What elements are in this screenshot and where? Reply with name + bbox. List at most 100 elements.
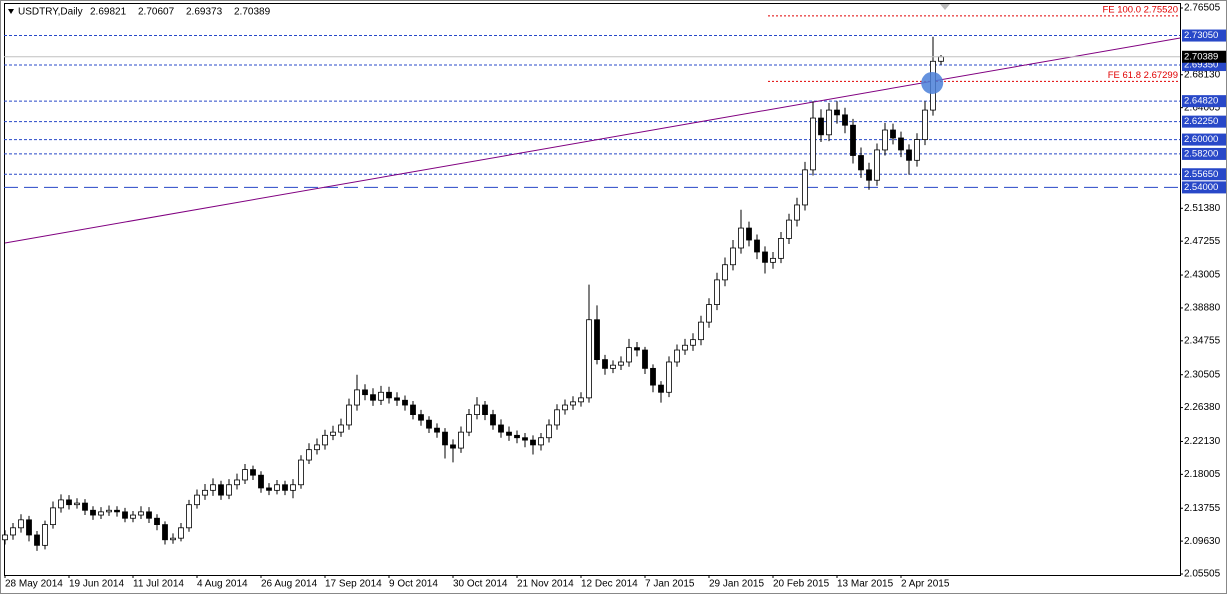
- x-tick-label: 29 Jan 2015: [709, 579, 764, 590]
- x-tick-label: 11 Jul 2014: [133, 579, 184, 590]
- menu-arrow: [8, 9, 14, 14]
- level-label: 2.54000: [1184, 182, 1218, 193]
- level-label-box: [1182, 115, 1226, 128]
- shift-marker: [940, 4, 950, 10]
- y-tick-label: 2.76505: [1184, 3, 1221, 14]
- candle-body: [322, 434, 328, 446]
- candle-body: [594, 319, 600, 360]
- candle-body: [298, 459, 304, 486]
- fib-label: FE 61.8 2.67299: [1108, 70, 1178, 81]
- candle-body: [570, 401, 576, 406]
- x-tick-label: 21 Nov 2014: [517, 579, 574, 590]
- x-tick-label: 13 Mar 2015: [837, 579, 894, 590]
- level-label-box: [1182, 181, 1226, 194]
- candle-body: [650, 367, 656, 386]
- x-tick-label: 19 Jun 2014: [69, 579, 124, 590]
- bid-box: [1182, 50, 1226, 63]
- candle-body: [842, 114, 848, 126]
- candle-body: [386, 391, 392, 399]
- candle-body: [562, 404, 568, 411]
- bid-label: 2.70389: [1184, 51, 1218, 62]
- candle-body: [186, 504, 192, 529]
- candle-body: [506, 431, 512, 436]
- candle-body: [10, 527, 16, 536]
- candle-body: [858, 155, 864, 171]
- header-low: 2.69373: [186, 7, 223, 18]
- candle-body: [90, 509, 96, 516]
- candle-body: [522, 437, 528, 441]
- level-label: 2.62250: [1184, 116, 1218, 127]
- candle-body: [50, 507, 56, 526]
- candle-body: [282, 484, 288, 491]
- y-tick-label: 2.43005: [1184, 270, 1221, 281]
- candle-body: [250, 469, 256, 476]
- candle-body: [706, 304, 712, 323]
- candle-body: [682, 344, 688, 351]
- candle-body: [114, 509, 120, 513]
- candle-body: [106, 509, 112, 513]
- y-tick-label: 2.51380: [1184, 203, 1221, 214]
- candle-body: [466, 414, 472, 433]
- candle-body: [730, 247, 736, 266]
- x-tick-label: 20 Feb 2015: [773, 579, 830, 590]
- candle-body: [826, 109, 832, 136]
- candle-body: [698, 321, 704, 341]
- candle-body: [450, 444, 456, 449]
- candle-body: [514, 434, 520, 439]
- candle-body: [906, 149, 912, 161]
- level-label-box: [1182, 168, 1226, 181]
- candle-body: [890, 129, 896, 139]
- candle-body: [546, 424, 552, 439]
- candle-body: [834, 109, 840, 116]
- candle-body: [938, 56, 944, 62]
- candle-body: [98, 511, 104, 516]
- candle-body: [778, 238, 784, 259]
- candle-body: [58, 499, 64, 509]
- candle-body: [146, 511, 152, 519]
- candle-body: [258, 474, 264, 489]
- candle-body: [410, 404, 416, 416]
- level-label: 2.64820: [1184, 96, 1218, 107]
- candle-body: [850, 124, 856, 156]
- header-close: 2.70389: [234, 7, 271, 18]
- candle-body: [722, 264, 728, 281]
- candle-body: [874, 149, 880, 181]
- level-label-box: [1182, 133, 1226, 146]
- level-label: 2.60000: [1184, 134, 1218, 145]
- candle-body: [610, 364, 616, 369]
- y-tick-label: 2.13755: [1184, 503, 1221, 514]
- candle-body: [866, 169, 872, 181]
- candle-body: [674, 349, 680, 363]
- candle-body: [306, 449, 312, 461]
- candle-body: [578, 397, 584, 403]
- level-label: 2.55650: [1184, 169, 1218, 180]
- candle-body: [226, 484, 232, 496]
- candle-body: [738, 227, 744, 249]
- candle-body: [642, 349, 648, 369]
- header: USDTRY,Daily 2.69821 2.70607 2.69373 2.7…: [18, 7, 271, 18]
- candle-body: [482, 404, 488, 416]
- candle-body: [346, 404, 352, 426]
- header-high: 2.70607: [138, 7, 175, 18]
- candle-body: [162, 524, 168, 541]
- y-tick-label: 2.18005: [1184, 469, 1221, 480]
- marker-circle: [921, 71, 944, 94]
- level-label-box: [1182, 147, 1226, 160]
- candle-body: [922, 109, 928, 140]
- candle-body: [362, 389, 368, 396]
- candle-body: [138, 511, 144, 516]
- level-label: 2.58200: [1184, 148, 1218, 159]
- candle-body: [210, 484, 216, 491]
- candle-body: [786, 219, 792, 239]
- candle-body: [202, 489, 208, 496]
- candle-body: [194, 494, 200, 506]
- candle-body: [34, 534, 40, 546]
- x-tick-label: 4 Aug 2014: [197, 579, 248, 590]
- candle-body: [794, 204, 800, 221]
- level-label-box: [1182, 95, 1226, 108]
- candle-body: [178, 527, 184, 539]
- candle-body: [882, 129, 888, 151]
